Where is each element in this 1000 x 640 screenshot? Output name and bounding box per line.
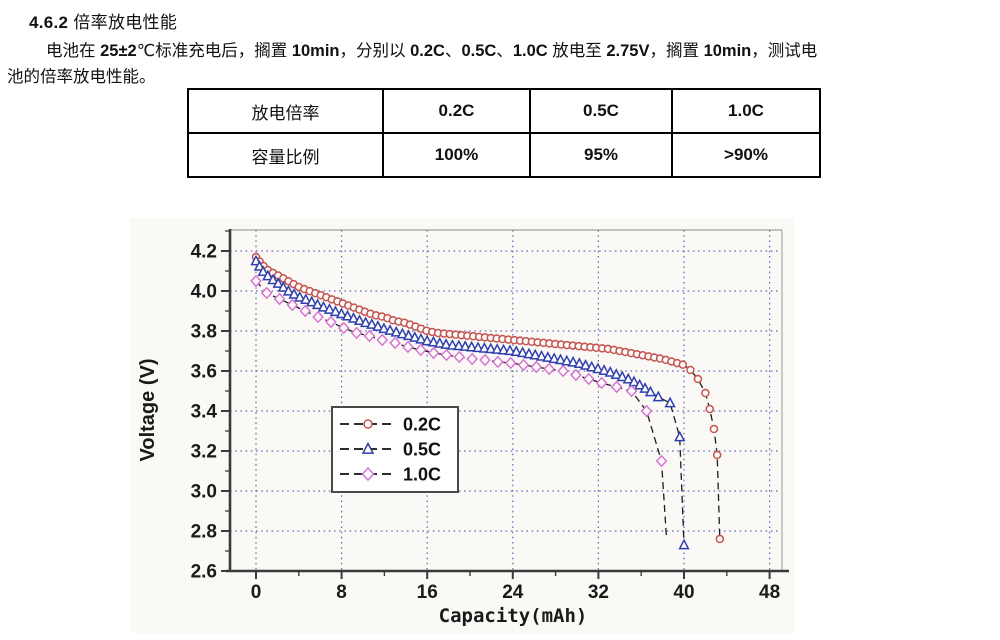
text-segment: 0.2C [410,42,445,60]
table-row: 容量比例 100% 95% >90% [187,132,821,178]
svg-text:2.6: 2.6 [191,562,217,583]
text-segment: 10min [703,42,752,60]
series-1.0C [250,274,668,536]
text-segment: 、 [496,42,513,60]
svg-text:4.2: 4.2 [191,242,217,263]
svg-text:32: 32 [588,582,609,603]
svg-text:3.0: 3.0 [191,482,217,503]
svg-text:8: 8 [336,582,347,603]
chart-legend: 0.2C 0.5C 1.0C [331,406,459,493]
svg-text:3.6: 3.6 [191,362,217,383]
legend-entry: 0.5C [403,440,441,460]
table-cell: 1.0C [671,88,821,134]
text-segment: 1.0C [512,42,548,60]
body-paragraph-line-2: 池的倍率放电性能。 [7,63,156,87]
svg-text:2.8: 2.8 [191,522,217,543]
svg-text:0: 0 [251,582,262,603]
table-cell: 0.2C [382,88,531,134]
text-segment: 、 [444,42,462,60]
text-segment: 电池在 [46,42,101,60]
text-segment: ，测试电 [751,42,818,60]
text-segment: 10min [291,42,340,60]
series-0.5C [250,254,690,550]
text-segment: 0.5C [461,42,497,60]
svg-text:40: 40 [673,582,694,603]
series-0.2C [251,252,725,544]
table-cell: >90% [671,132,821,178]
chart-gridlines [230,230,780,571]
legend-entry: 1.0C [403,465,441,485]
text-segment: 2.75V [606,42,650,60]
section-heading: 4.6.2 倍率放电性能 [29,8,177,33]
svg-text:3.4: 3.4 [191,402,218,423]
discharge-curve-figure: 0 8 16 24 32 40 48 2.6 2.8 3.0 3.2 3.4 3.6 3.8 4.0 4.2 … [130,218,795,633]
chart-frame [226,229,789,573]
discharge-chart: 0 8 16 24 32 40 482.62.83.03.23.43.63.84.04.2 … [137,229,789,627]
table-cell: 100% [382,132,531,178]
text-segment: 倍率放电性能 [73,13,178,32]
text-segment: ，分别以 [339,42,411,60]
svg-text:16: 16 [417,582,438,603]
rate-discharge-table: 放电倍率 0.2C 0.5C 1.0C 容量比例 100% 95% >90% [187,88,821,178]
body-paragraph-line-1: 电池在 25±2℃标准充电后，搁置 10min，分别以 0.2C、0.5C、1.… [46,37,817,61]
text-segment: 放电至 [547,42,607,60]
text-segment: ，搁置 [649,42,704,60]
table-row-label: 放电倍率 [187,88,384,134]
text-segment: 池的倍率放电性能。 [7,68,156,86]
table-row: 放电倍率 0.2C 0.5C 1.0C [187,88,821,134]
svg-text:48: 48 [759,582,780,603]
svg-text:24: 24 [502,582,524,603]
text-segment: ℃标准充电后，搁置 [136,42,292,60]
table-row-label: 容量比例 [187,132,384,178]
chart-tick-labels: 0 8 16 24 32 40 48 2.6 2.8 3.0 3.2 3.4 3.6 3.8 4.0 4.2 [191,242,781,604]
svg-text:3.2: 3.2 [191,442,217,463]
svg-text:3.8: 3.8 [191,322,217,343]
chart-series [250,252,725,550]
table-cell: 0.5C [529,88,673,134]
legend-entry: 0.2C [403,415,441,435]
y-axis-title: Voltage (V) [137,359,159,462]
x-axis-title: Capacity(mAh) [439,605,588,627]
text-segment: 4.6.2 [29,13,74,32]
svg-text:4.0: 4.0 [191,282,217,303]
chart-axis-ticks [221,230,771,579]
table-cell: 95% [529,132,673,178]
text-segment: 25±2 [100,42,137,60]
